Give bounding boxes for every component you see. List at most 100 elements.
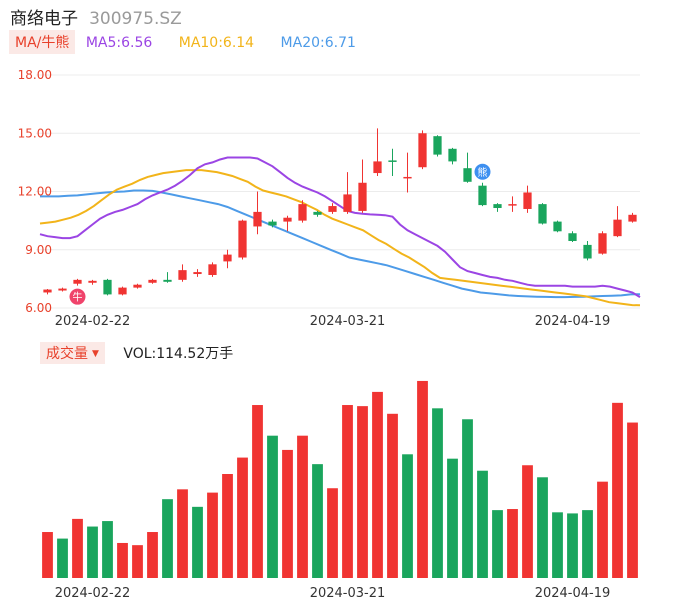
candlestick (238, 219, 247, 260)
volume-indicator-row: 成交量 ▼ VOL:114.52万手 (40, 342, 234, 364)
candle-body (208, 264, 217, 275)
volume-bar (597, 481, 608, 578)
y-tick-label: 15.00 (18, 126, 52, 140)
bull-badge-icon: 牛 (69, 288, 86, 305)
candlestick (133, 283, 142, 289)
candle-body (553, 221, 562, 232)
candlestick (448, 147, 457, 165)
stock-name: 商络电子 (10, 9, 78, 29)
price-axis-labels: 18.00 15.00 12.00 9.00 6.00 (18, 68, 52, 315)
volume-bar (102, 521, 113, 578)
candlestick (433, 135, 442, 157)
volume-bar (387, 413, 398, 578)
candlestick (553, 220, 562, 233)
volume-bar (627, 422, 638, 578)
volume-value: VOL:114.52万手 (123, 346, 234, 362)
volume-bar (372, 391, 383, 578)
volume-bar (222, 474, 233, 578)
candle-body (328, 206, 337, 212)
x-tick-label: 2024-04-19 (535, 586, 611, 601)
candle-body (463, 168, 472, 182)
volume-bar (297, 435, 308, 578)
bear-badge-icon: 熊 (474, 163, 491, 180)
candle-body (73, 279, 82, 284)
candle-body (43, 289, 52, 293)
ma-indicator-selector[interactable]: MA/牛熊 (9, 30, 76, 54)
candle-body (133, 284, 142, 288)
badge-glyph: 牛 (73, 291, 83, 304)
volume-bar (87, 526, 98, 578)
volume-bar (477, 470, 488, 578)
candle-body (298, 204, 307, 221)
volume-bar (522, 465, 533, 578)
candlestick (523, 185, 532, 213)
volume-bar (582, 510, 593, 578)
candlestick (598, 231, 607, 255)
candle-body (268, 221, 277, 226)
volume-bar (357, 406, 368, 578)
candlestick (403, 152, 412, 193)
y-tick-label: 9.00 (25, 243, 52, 257)
signal-markers: 牛熊 (69, 163, 491, 305)
candle-body (163, 279, 172, 282)
x-tick-label: 2024-02-22 (55, 586, 131, 601)
candle-body (508, 204, 517, 206)
candle-body (253, 211, 262, 227)
candlestick (493, 203, 502, 212)
candlestick (478, 182, 487, 207)
volume-bar (57, 538, 68, 578)
volume-bar (342, 405, 353, 578)
volume-bar (312, 464, 323, 578)
stock-code: 300975.SZ (89, 9, 182, 29)
x-tick-label: 2024-03-21 (310, 586, 386, 601)
candle-body (568, 233, 577, 242)
candle-body (418, 133, 427, 168)
y-tick-label: 18.00 (18, 68, 52, 82)
volume-bar (192, 506, 203, 578)
volume-bars (42, 380, 638, 578)
ma20-label: MA20:6.71 (280, 35, 356, 51)
candle-body (118, 287, 127, 295)
candlestick (178, 264, 187, 282)
volume-bar (567, 513, 578, 578)
volume-bar (162, 499, 173, 578)
volume-bar (207, 492, 218, 578)
x-tick-label: 2024-03-21 (310, 314, 386, 329)
candle-body (433, 136, 442, 155)
x-tick-label: 2024-02-22 (55, 314, 131, 329)
candlestick (43, 288, 52, 295)
candlestick (163, 272, 172, 283)
candle-body (343, 194, 352, 212)
candlestick (58, 287, 67, 292)
volume-bar (147, 532, 158, 578)
candle-body (238, 220, 247, 258)
candle-body (193, 272, 202, 275)
candlestick (358, 159, 367, 213)
candlestick (118, 286, 127, 296)
volume-indicator-selector[interactable]: 成交量 ▼ (40, 342, 105, 364)
candlestick (193, 269, 202, 277)
candle-body (478, 185, 487, 206)
candlestick (223, 249, 232, 269)
volume-selector-label: 成交量 (46, 346, 88, 362)
candle-body (313, 211, 322, 215)
volume-bar (252, 405, 263, 578)
ma10-line (39, 169, 641, 307)
candle-body (403, 176, 412, 179)
candle-body (598, 233, 607, 254)
candlestick (568, 231, 577, 242)
candle-body (88, 280, 97, 283)
volume-bar (417, 380, 428, 578)
ma20-line (40, 189, 641, 299)
x-tick-label: 2024-04-19 (535, 314, 611, 329)
volume-bar (432, 408, 443, 578)
candlestick (208, 262, 217, 277)
candle-body (283, 217, 292, 222)
candle-body (223, 254, 232, 262)
candlestick (73, 278, 82, 286)
ma10-label: MA10:6.14 (178, 35, 255, 51)
candlestick (628, 212, 637, 223)
candlestick (328, 203, 337, 214)
candle-body (388, 160, 397, 162)
